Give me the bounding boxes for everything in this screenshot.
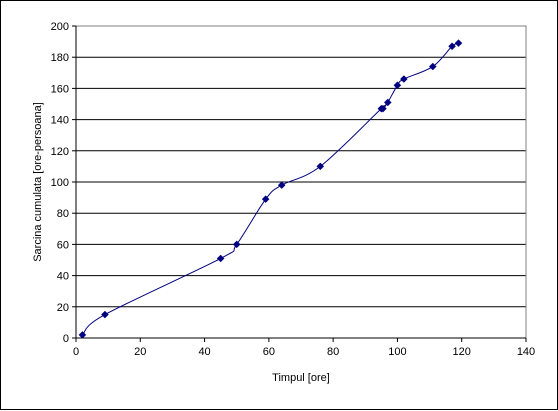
series-line <box>82 42 459 336</box>
x-tick-label: 140 <box>517 346 535 358</box>
x-tick-label: 100 <box>388 346 406 358</box>
y-tick-label: 0 <box>63 333 69 345</box>
y-tick-label: 140 <box>51 115 69 127</box>
y-tick-label: 100 <box>51 177 69 189</box>
x-tick-label: 40 <box>198 346 210 358</box>
y-tick-label: 160 <box>51 83 69 95</box>
data-point <box>216 254 225 263</box>
x-axis-ticks: 0 20 40 60 80 100 120 140 <box>73 26 535 358</box>
x-tick-label: 80 <box>327 346 339 358</box>
data-point <box>383 98 392 107</box>
data-point <box>454 39 463 48</box>
data-point <box>316 162 325 171</box>
x-tick-label: 120 <box>453 346 471 358</box>
data-point <box>101 310 109 319</box>
data-point <box>393 81 402 90</box>
x-tick-label: 20 <box>134 346 146 358</box>
y-tick-label: 180 <box>51 52 69 64</box>
y-tick-label: 200 <box>51 21 69 33</box>
x-axis-title: Timpul [ore] <box>272 372 330 384</box>
y-axis-ticks: 0 20 40 60 80 100 120 140 160 180 200 <box>51 21 76 345</box>
data-point <box>78 331 87 339</box>
y-tick-label: 60 <box>57 239 69 251</box>
data-point <box>261 195 270 204</box>
x-tick-label: 60 <box>263 346 275 358</box>
y-tick-label: 40 <box>57 271 69 283</box>
grid-lines <box>76 25 526 308</box>
y-tick-label: 20 <box>57 302 69 314</box>
data-point <box>400 75 408 83</box>
x-tick-label: 0 <box>73 346 79 358</box>
data-point <box>277 181 286 189</box>
data-point <box>448 42 456 51</box>
y-tick-label: 120 <box>51 146 69 158</box>
y-tick-label: 80 <box>57 208 69 220</box>
data-point <box>379 104 387 113</box>
data-point <box>232 240 241 249</box>
y-axis-title: Sarcina cumulata [ore-persoana] <box>32 102 44 262</box>
series-group <box>78 39 463 339</box>
data-point <box>428 62 437 71</box>
